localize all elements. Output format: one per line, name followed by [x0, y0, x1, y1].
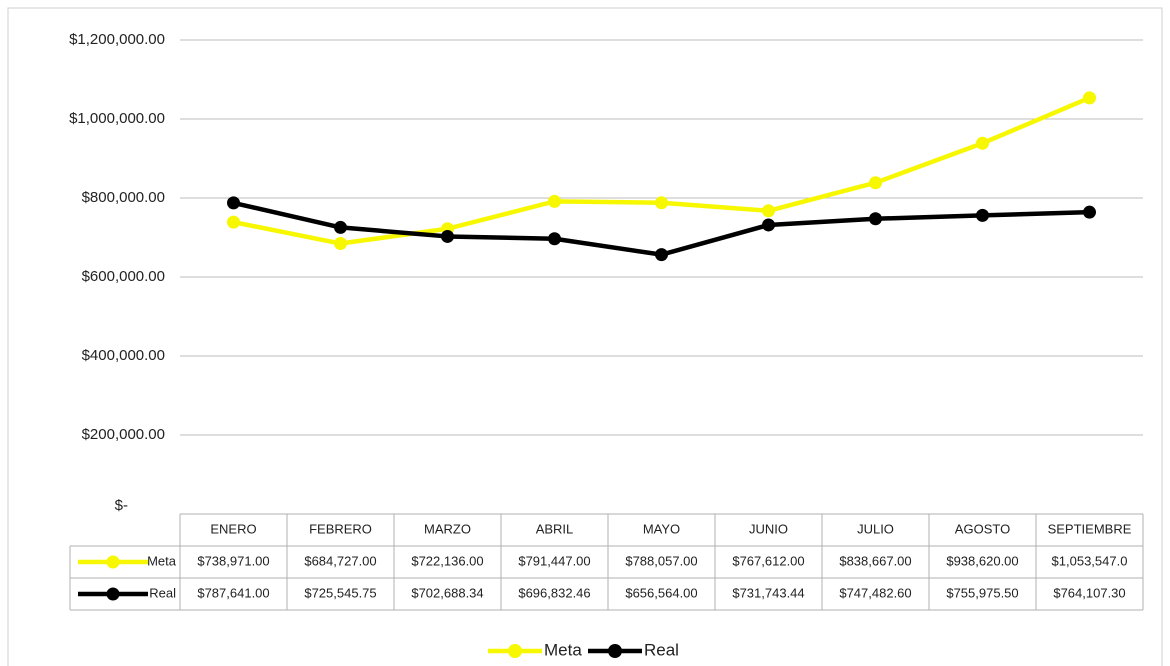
table-key-marker — [106, 587, 120, 601]
y-tick-label: $1,000,000.00 — [69, 110, 165, 127]
table-value: $656,564.00 — [625, 585, 697, 600]
point — [869, 176, 882, 190]
point — [334, 237, 347, 251]
x-tick-label: SEPTIEMBRE — [1048, 521, 1132, 536]
table-value: $755,975.50 — [946, 585, 1018, 600]
table-value: $1,053,547.0 — [1052, 553, 1128, 568]
series-line — [233, 95, 1091, 246]
x-tick-label: ABRIL — [536, 521, 574, 536]
table-value: $725,545.75 — [304, 585, 376, 600]
y-tick-label: $400,000.00 — [82, 347, 165, 364]
x-tick-label: MARZO — [424, 521, 471, 536]
point — [1083, 91, 1096, 105]
table-value: $938,620.00 — [946, 553, 1018, 568]
table-value: $702,688.34 — [411, 585, 483, 600]
table-series-name: Meta — [147, 553, 177, 568]
x-tick-label: JULIO — [857, 521, 894, 536]
table-value: $684,727.00 — [304, 553, 376, 568]
point — [976, 208, 989, 222]
table-value: $838,667.00 — [839, 553, 911, 568]
series-line — [232, 200, 1090, 257]
point — [227, 215, 240, 229]
y-tick-label: $600,000.00 — [82, 268, 165, 285]
point — [655, 248, 668, 262]
table-series-name: Real — [149, 585, 176, 600]
point — [762, 218, 775, 232]
y-tick-label: $800,000.00 — [82, 189, 165, 206]
legend-label: Real — [644, 640, 679, 659]
table-value: $738,971.00 — [197, 553, 269, 568]
legend-marker — [608, 644, 622, 658]
point — [548, 232, 561, 246]
table-value: $764,107.30 — [1053, 585, 1125, 600]
point — [441, 229, 454, 243]
point — [655, 196, 668, 210]
table-value: $787,641.00 — [197, 585, 269, 600]
point — [548, 194, 561, 208]
y-tick-label: $200,000.00 — [82, 426, 165, 443]
legend-marker — [508, 644, 522, 658]
table-value: $696,832.46 — [518, 585, 590, 600]
table-value: $747,482.60 — [839, 585, 911, 600]
point — [227, 196, 240, 210]
table-value: $788,057.00 — [625, 553, 697, 568]
table-value: $767,612.00 — [732, 553, 804, 568]
x-tick-label: FEBRERO — [309, 521, 372, 536]
table-value: $731,743.44 — [732, 585, 804, 600]
x-tick-label: AGOSTO — [955, 521, 1010, 536]
x-tick-label: JUNIO — [749, 521, 788, 536]
point — [976, 136, 989, 150]
x-tick-label: ENERO — [210, 521, 256, 536]
y-tick-label: $- — [115, 497, 128, 514]
point — [334, 220, 347, 234]
point — [869, 212, 882, 226]
chart-border — [7, 7, 1163, 666]
x-tick-label: MAYO — [643, 521, 680, 536]
table-value: $791,447.00 — [518, 553, 590, 568]
table-value: $722,136.00 — [411, 553, 483, 568]
y-tick-label: $1,200,000.00 — [69, 31, 165, 48]
point — [762, 204, 775, 218]
table-key-marker — [106, 555, 120, 569]
point — [1083, 205, 1096, 219]
legend-label: Meta — [544, 640, 582, 659]
